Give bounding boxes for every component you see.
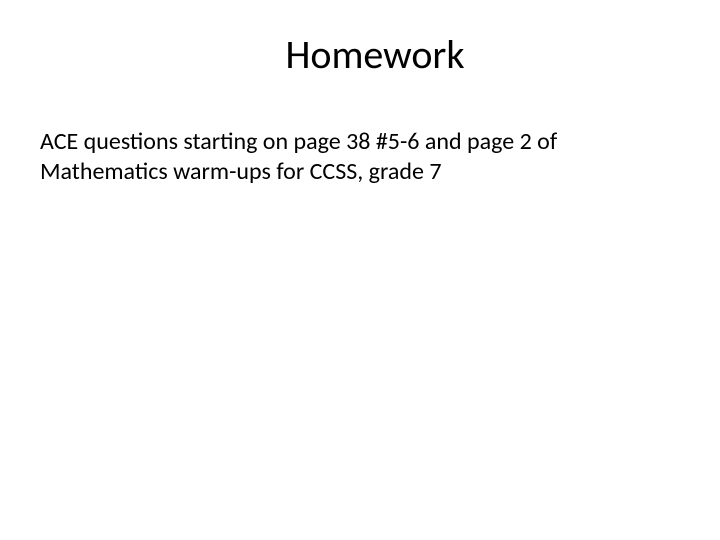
slide-body-text: ACE questions starting on page 38 #5-6 a… <box>40 127 680 187</box>
slide-title: Homework <box>70 30 680 79</box>
slide-container: Homework ACE questions starting on page … <box>0 0 720 540</box>
